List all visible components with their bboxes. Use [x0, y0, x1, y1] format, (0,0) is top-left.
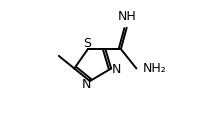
Text: N: N: [81, 77, 91, 90]
Text: N: N: [112, 63, 121, 76]
Text: NH: NH: [118, 10, 137, 23]
Text: NH₂: NH₂: [143, 62, 167, 75]
Text: S: S: [83, 37, 91, 50]
